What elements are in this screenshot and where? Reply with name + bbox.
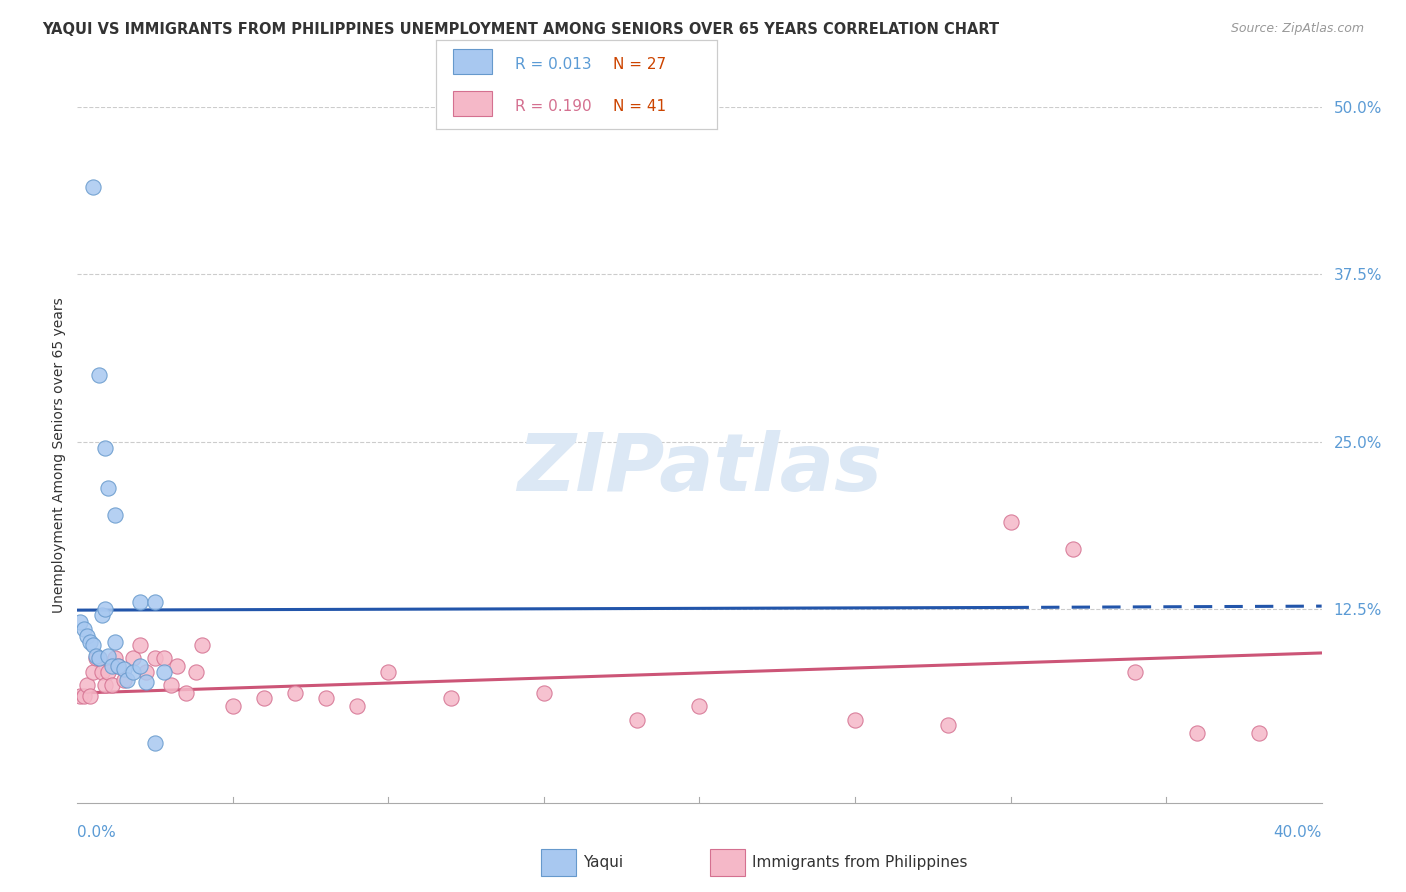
Point [1000, 515, 1022, 529]
Point [1062, 541, 1084, 556]
FancyBboxPatch shape [453, 91, 492, 116]
Point [104, 508, 127, 523]
Point [122, 651, 145, 665]
Point [94, 678, 117, 692]
Point [135, 665, 157, 679]
Point [76, 678, 98, 692]
Point [1249, 726, 1271, 740]
Text: R = 0.013: R = 0.013 [515, 57, 591, 71]
Point [100, 659, 122, 673]
Text: R = 0.190: R = 0.190 [515, 99, 591, 113]
Point [689, 699, 711, 714]
Point [440, 691, 463, 706]
Point [112, 673, 135, 687]
Point [346, 699, 368, 714]
Point [135, 675, 157, 690]
Text: 40.0%: 40.0% [1274, 825, 1322, 840]
Point [184, 665, 207, 679]
Point [91, 608, 114, 623]
Point [100, 678, 122, 692]
Point [82, 665, 104, 679]
Text: N = 41: N = 41 [613, 99, 666, 113]
Point [112, 662, 135, 676]
Text: 0.0%: 0.0% [77, 825, 117, 840]
Point [153, 651, 176, 665]
Point [97, 648, 120, 663]
Point [94, 442, 117, 455]
Text: Immigrants from Philippines: Immigrants from Philippines [752, 855, 967, 870]
Point [84, 651, 107, 665]
Point [107, 659, 129, 673]
Point [128, 595, 150, 609]
Text: ZIPatlas: ZIPatlas [517, 430, 882, 508]
Point [97, 482, 120, 496]
FancyBboxPatch shape [453, 49, 492, 74]
Point [222, 699, 245, 714]
Point [159, 678, 181, 692]
Point [844, 713, 866, 727]
Point [97, 665, 120, 679]
Point [128, 659, 150, 673]
Point [166, 659, 188, 673]
Point [87, 651, 110, 665]
Point [69, 689, 91, 703]
Point [79, 689, 101, 703]
Point [128, 638, 150, 652]
Point [104, 651, 127, 665]
Point [253, 691, 276, 706]
Point [153, 665, 176, 679]
Point [626, 713, 648, 727]
Point [191, 638, 214, 652]
Point [1187, 726, 1209, 740]
Point [143, 595, 166, 609]
Point [69, 615, 91, 630]
Point [377, 665, 399, 679]
Point [72, 622, 94, 636]
Point [72, 689, 94, 703]
Point [87, 651, 110, 665]
Point [174, 686, 197, 700]
Point [938, 718, 960, 732]
Point [143, 735, 166, 749]
Point [115, 673, 138, 687]
Text: Yaqui: Yaqui [583, 855, 624, 870]
Text: YAQUI VS IMMIGRANTS FROM PHILIPPINES UNEMPLOYMENT AMONG SENIORS OVER 65 YEARS CO: YAQUI VS IMMIGRANTS FROM PHILIPPINES UNE… [42, 22, 1000, 37]
Point [76, 628, 98, 642]
Point [82, 638, 104, 652]
Text: N = 27: N = 27 [613, 57, 666, 71]
Point [91, 665, 114, 679]
Point [122, 665, 145, 679]
Point [533, 686, 555, 700]
Point [94, 602, 117, 616]
Point [284, 686, 307, 700]
Point [79, 635, 101, 649]
Point [82, 180, 104, 194]
Point [143, 651, 166, 665]
Point [104, 635, 127, 649]
Point [315, 691, 337, 706]
Point [107, 659, 129, 673]
Point [87, 368, 110, 382]
Y-axis label: Unemployment Among Seniors over 65 years: Unemployment Among Seniors over 65 years [52, 297, 66, 613]
Point [1123, 665, 1146, 679]
Text: Source: ZipAtlas.com: Source: ZipAtlas.com [1230, 22, 1364, 36]
Point [84, 648, 107, 663]
